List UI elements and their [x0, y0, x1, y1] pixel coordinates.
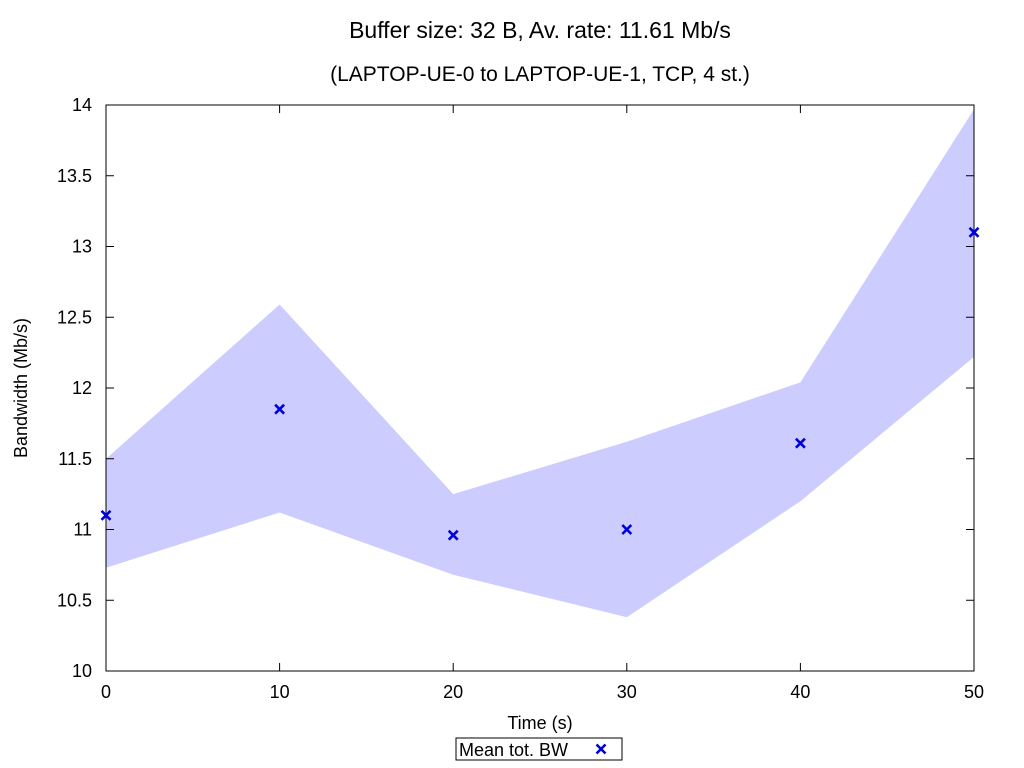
marker-stroke: [621, 524, 633, 535]
data-point-marker: [447, 529, 459, 541]
x-tick-label: 40: [790, 682, 810, 702]
data-point-marker: [621, 524, 633, 535]
data-point-marker: [794, 437, 806, 449]
marker-stroke: [968, 226, 980, 238]
marker-stroke: [595, 743, 607, 755]
marker-stroke: [794, 437, 806, 449]
data-point-marker: [274, 403, 286, 415]
marker-stroke: [274, 403, 286, 415]
confidence-band-layer: [106, 109, 974, 618]
legend-x-marker: [595, 743, 607, 755]
y-tick-label: 12.5: [57, 307, 92, 327]
y-axis-label: Bandwidth (Mb/s): [11, 318, 31, 458]
chart-subtitle: (LAPTOP-UE-0 to LAPTOP-UE-1, TCP, 4 st.): [330, 63, 750, 86]
y-tick-label: 13.5: [57, 166, 92, 186]
y-tick-label: 11.5: [58, 449, 92, 469]
axis-ticks: 0 10 20 30 40 50 10 10.5 11 11.5 12 12.5 13 13.5 14: [57, 95, 984, 702]
data-point-marker: [968, 226, 980, 238]
chart-title: Buffer size: 32 B, Av. rate: 11.61 Mb/s: [349, 17, 731, 43]
x-tick-label: 20: [443, 682, 463, 702]
legend-box: [455, 737, 623, 761]
y-tick-label: 11: [73, 520, 92, 540]
legend: Mean tot. BW: [455, 737, 623, 761]
x-tick-label: 0: [101, 682, 111, 702]
confidence-band: [106, 109, 974, 618]
legend-series-label: Mean tot. BW: [459, 740, 568, 760]
y-tick-label: 13: [72, 237, 92, 257]
y-tick-label: 10.5: [57, 590, 92, 610]
x-tick-label: 30: [617, 682, 637, 702]
data-markers: [100, 226, 980, 541]
y-tick-label: 14: [72, 95, 92, 115]
marker-stroke: [100, 509, 112, 521]
data-point-marker: [100, 509, 112, 521]
x-tick-label: 10: [270, 682, 290, 702]
y-tick-label: 10: [72, 661, 92, 681]
x-tick-label: 50: [964, 682, 984, 702]
legend-marker-icon: [595, 743, 607, 755]
y-tick-label: 12: [72, 378, 92, 398]
marker-stroke: [447, 529, 459, 541]
x-axis-label: Time (s): [507, 713, 572, 733]
